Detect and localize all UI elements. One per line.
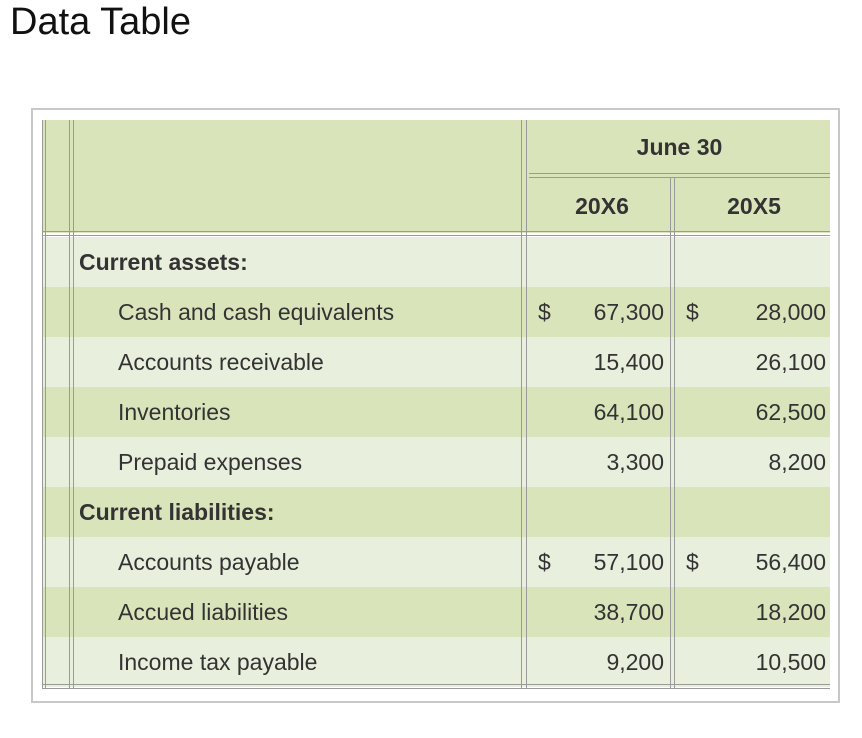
row-label: Cash and cash equivalents — [118, 299, 395, 325]
table-bottom-rule-inner — [42, 688, 830, 689]
value-20x5: 10,500 — [755, 649, 826, 675]
table-row: Inventories 64,100 62,500 — [42, 387, 830, 437]
table-header-row: 20X6 20X5 — [42, 175, 830, 233]
table-header-group-row: June 30 — [42, 120, 830, 175]
row-label: Accounts payable — [118, 549, 300, 575]
value-20x5: 8,200 — [768, 449, 826, 475]
page-title: Data Table — [10, 1, 191, 43]
table-bottom-rule — [42, 684, 830, 685]
header-group-rule — [529, 173, 830, 174]
currency-symbol — [686, 437, 706, 487]
header-group-rule-inner — [529, 177, 830, 178]
row-label: Prepaid expenses — [118, 449, 303, 475]
table-divider-col1 — [670, 177, 671, 688]
currency-symbol — [538, 337, 558, 387]
table-row: Accued liabilities 38,700 18,200 — [42, 587, 830, 637]
value-20x6: 3,300 — [606, 449, 664, 475]
table-row: Accounts payable $57,100 $56,400 — [42, 537, 830, 587]
column-header-20x6: 20X6 — [575, 193, 629, 219]
table-border-left-inner — [45, 120, 46, 688]
table-divider-label — [521, 120, 522, 688]
column-header-20x5: 20X5 — [727, 193, 781, 219]
table-divider-label-inner — [526, 120, 527, 688]
table-row: Income tax payable 9,200 10,500 — [42, 637, 830, 687]
value-20x5: 56,400 — [755, 549, 826, 575]
table-divider-left — [69, 120, 70, 688]
table-row: Accounts receivable 15,400 26,100 — [42, 337, 830, 387]
table-section-row: Current liabilities: — [42, 487, 830, 537]
value-20x5: 62,500 — [755, 399, 826, 425]
value-20x5: 18,200 — [755, 599, 826, 625]
value-20x6: 15,400 — [593, 349, 664, 375]
table-divider-col1-inner — [674, 177, 675, 688]
section-label: Current liabilities: — [79, 499, 275, 525]
currency-symbol: $ — [686, 549, 699, 575]
row-label: Accued liabilities — [118, 599, 289, 625]
row-label: Income tax payable — [118, 649, 318, 675]
row-label: Inventories — [118, 399, 231, 425]
table-border-left — [42, 120, 43, 688]
currency-symbol — [538, 387, 558, 437]
currency-symbol — [686, 587, 706, 637]
currency-symbol — [538, 587, 558, 637]
currency-symbol — [538, 437, 558, 487]
currency-symbol — [686, 637, 706, 687]
currency-symbol: $ — [538, 299, 551, 325]
currency-symbol: $ — [538, 549, 551, 575]
value-20x6: 57,100 — [593, 549, 664, 575]
table-divider-left-inner — [73, 120, 74, 688]
column-group-label: June 30 — [636, 134, 723, 160]
value-20x6: 64,100 — [593, 399, 664, 425]
currency-symbol — [538, 637, 558, 687]
row-label: Accounts receivable — [118, 349, 324, 375]
section-label: Current assets: — [79, 249, 248, 275]
header-bottom-rule — [42, 231, 830, 232]
currency-symbol — [686, 337, 706, 387]
currency-symbol: $ — [686, 299, 699, 325]
value-20x5: 28,000 — [755, 299, 826, 325]
value-20x6: 9,200 — [606, 649, 664, 675]
header-bottom-rule-inner — [42, 235, 830, 236]
table-section-row: Current assets: — [42, 237, 830, 287]
value-20x6: 38,700 — [593, 599, 664, 625]
currency-symbol — [686, 387, 706, 437]
value-20x6: 67,300 — [593, 299, 664, 325]
value-20x5: 26,100 — [755, 349, 826, 375]
table-row: Prepaid expenses 3,300 8,200 — [42, 437, 830, 487]
table-row: Cash and cash equivalents $67,300 $28,000 — [42, 287, 830, 337]
